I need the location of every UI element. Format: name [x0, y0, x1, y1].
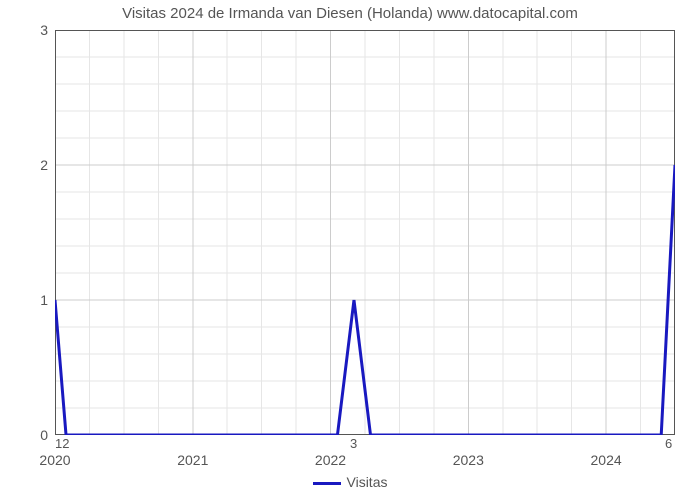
sec-label-center: 3: [350, 436, 357, 451]
x-tick-4: 2024: [591, 452, 622, 468]
y-tick-3: 3: [40, 22, 48, 38]
y-tick-0: 0: [40, 427, 48, 443]
chart-title: Visitas 2024 de Irmanda van Diesen (Hola…: [0, 5, 700, 22]
x-tick-3: 2023: [453, 452, 484, 468]
legend-swatch: [313, 482, 341, 485]
legend-label: Visitas: [347, 474, 388, 490]
y-tick-2: 2: [40, 157, 48, 173]
x-tick-0: 2020: [39, 452, 70, 468]
y-tick-1: 1: [40, 292, 48, 308]
x-tick-2: 2022: [315, 452, 346, 468]
sec-label-left: 12: [55, 436, 69, 451]
x-tick-1: 2021: [177, 452, 208, 468]
plot-area: [55, 30, 675, 435]
sec-label-right: 6: [665, 436, 672, 451]
chart-container: Visitas 2024 de Irmanda van Diesen (Hola…: [0, 0, 700, 500]
legend: Visitas: [0, 474, 700, 490]
